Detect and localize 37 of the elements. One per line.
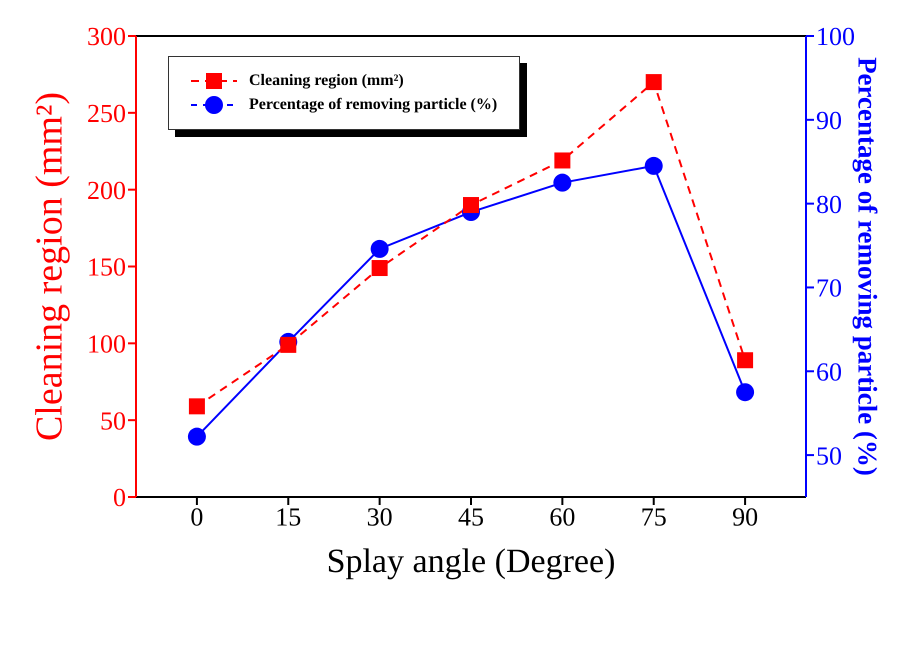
point xyxy=(737,352,754,368)
y-tick-label: 50 xyxy=(100,406,126,436)
y2-tick-label: 50 xyxy=(816,441,842,470)
point xyxy=(370,240,389,258)
x-tick-label: 30 xyxy=(366,502,393,532)
x-tick-label: 60 xyxy=(549,502,576,532)
x-tick-label: 75 xyxy=(640,502,667,532)
y-axis-title: Cleaning region (mm²) xyxy=(28,92,70,442)
point xyxy=(644,156,663,175)
y-tick-label: 300 xyxy=(87,22,126,52)
y2-tick-label: 100 xyxy=(816,22,855,52)
y-tick-label: 150 xyxy=(87,252,126,282)
point xyxy=(188,428,206,446)
point xyxy=(554,152,570,168)
y2-tick-label: 60 xyxy=(816,358,842,387)
point xyxy=(372,260,388,276)
legend-label: Percentage of removing particle (%) xyxy=(249,96,498,114)
x-tick-label: 0 xyxy=(190,502,204,532)
y2-axis-title: Percentage of removing particle (%) xyxy=(852,57,882,476)
point xyxy=(463,197,479,214)
x-axis-title: Splay angle (Degree) xyxy=(326,543,616,580)
point xyxy=(553,174,572,192)
legend-label: Cleaning region (mm²) xyxy=(249,72,404,90)
y-tick-label: 100 xyxy=(87,330,126,359)
y-tick-label: 250 xyxy=(87,99,126,128)
y-tick-label: 0 xyxy=(113,483,126,512)
y2-tick-label: 80 xyxy=(816,190,842,219)
x-tick-label: 15 xyxy=(275,502,302,532)
y2-tick-label: 70 xyxy=(816,274,842,303)
point xyxy=(736,383,754,402)
point xyxy=(646,74,662,90)
x-tick-label: 45 xyxy=(458,502,484,532)
y2-tick-label: 90 xyxy=(816,106,842,136)
point xyxy=(280,336,296,353)
y-tick-label: 200 xyxy=(87,176,126,205)
x-tick-label: 90 xyxy=(732,502,758,532)
point xyxy=(188,398,205,414)
